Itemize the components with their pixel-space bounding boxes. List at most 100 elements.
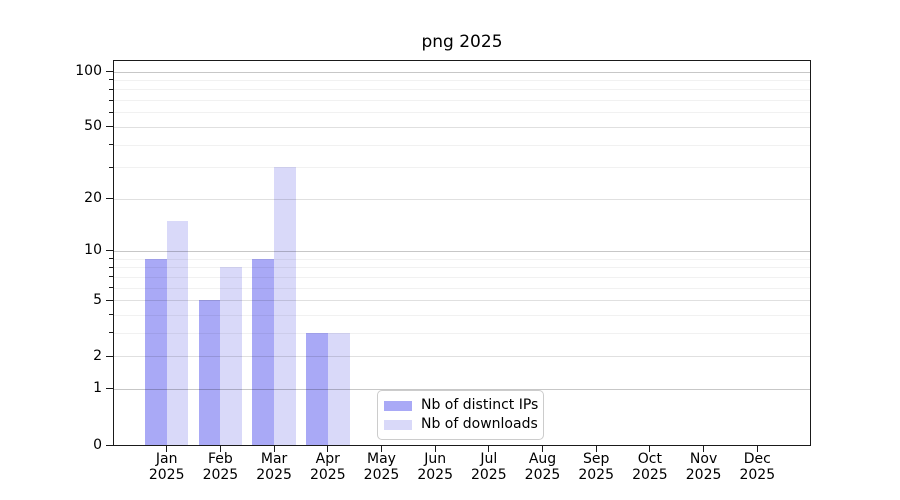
x-tick-year: 2025 [363, 466, 400, 483]
y-tick-label-1: 1 [93, 380, 102, 397]
bar-nb-of-downloads-feb-2025 [220, 267, 243, 445]
y-tickmark-minor-8 [109, 266, 113, 268]
bar-nb-of-downloads-apr-2025 [327, 332, 350, 445]
gridline-minor-60 [114, 112, 810, 114]
x-tick-year: 2025 [256, 466, 292, 483]
chart-title: png 2025 [421, 32, 503, 52]
bar-nb-of-distinct-ips-jan-2025 [144, 258, 167, 445]
x-tick-label-feb-2025: Feb 2025 [189, 450, 251, 483]
gridline-1 [114, 388, 810, 390]
x-tickmark-aug-2025 [542, 446, 543, 452]
y-tickmark-1 [106, 388, 113, 390]
x-tickmark-nov-2025 [703, 446, 705, 452]
y-tickmark-minor-7 [109, 276, 113, 278]
x-tickmark-sep-2025 [595, 446, 597, 452]
y-tickmark-minor-9 [109, 258, 113, 260]
gridline-2 [114, 356, 810, 358]
plot-area [113, 60, 811, 446]
x-tickmark-feb-2025 [219, 446, 221, 452]
x-tick-month: Aug [528, 451, 557, 467]
gridline-10 [114, 250, 810, 252]
gridline-minor-90 [114, 79, 810, 81]
y-tickmark-minor-80 [109, 88, 113, 90]
x-tickmark-may-2025 [381, 446, 382, 452]
y-tick-label-50: 50 [84, 118, 102, 135]
gridline-5 [114, 300, 810, 301]
gridline-100 [114, 71, 810, 73]
bar-nb-of-distinct-ips-apr-2025 [306, 332, 328, 445]
y-tickmark-minor-40 [109, 144, 113, 145]
y-tickmark-minor-3 [109, 332, 113, 334]
y-tick-label-5: 5 [93, 291, 102, 308]
y-tickmark-minor-90 [109, 79, 113, 81]
x-tick-month: Feb [207, 451, 233, 467]
y-tickmark-minor-6 [109, 287, 113, 288]
x-tick-month: Apr [315, 451, 340, 467]
y-tick-label-100: 100 [75, 63, 102, 79]
y-tickmark-100 [106, 71, 113, 72]
x-tick-month: Oct [637, 451, 662, 467]
x-tickmark-dec-2025 [756, 446, 758, 452]
gridline-50 [114, 126, 810, 128]
x-tick-label-sep-2025: Sep 2025 [565, 450, 627, 483]
legend-swatch-nb-of-distinct-ips [384, 400, 412, 411]
x-tick-month: Mar [260, 451, 288, 467]
x-tick-year: 2025 [632, 466, 668, 483]
x-tick-month: Sep [582, 451, 610, 467]
x-tick-label-aug-2025: Aug 2025 [512, 450, 574, 483]
x-tick-month: Jan [155, 451, 178, 467]
x-tick-label-jul-2025: Jul 2025 [458, 450, 520, 483]
bar-nb-of-downloads-jan-2025 [166, 220, 189, 445]
x-tick-label-oct-2025: Oct 2025 [619, 450, 681, 483]
x-tick-label-jun-2025: Jun 2025 [404, 450, 466, 483]
gridline-minor-80 [114, 89, 810, 91]
x-tick-label-mar-2025: Mar 2025 [243, 450, 305, 483]
x-tick-month: Jul [480, 451, 498, 467]
x-tickmark-mar-2025 [273, 446, 275, 452]
gridline-minor-9 [114, 258, 810, 260]
x-tick-year: 2025 [148, 466, 185, 483]
legend-label-nb-of-distinct-ips: Nb of distinct IPs [421, 397, 539, 413]
y-tickmark-minor-4 [109, 314, 113, 316]
y-tickmark-0 [106, 444, 113, 446]
x-tick-year: 2025 [202, 466, 239, 483]
x-tick-month: Nov [689, 451, 718, 467]
y-tickmark-50 [106, 126, 113, 128]
x-tickmark-jul-2025 [488, 446, 490, 452]
bar-nb-of-distinct-ips-mar-2025 [252, 258, 275, 445]
y-tickmark-2 [106, 355, 113, 357]
y-tickmark-5 [106, 299, 113, 301]
gridline-minor-30 [114, 167, 810, 169]
legend-item-nb-of-distinct-ips: Nb of distinct IPs [384, 397, 539, 414]
x-tickmark-jan-2025 [166, 446, 168, 452]
y-tickmark-minor-70 [109, 99, 113, 101]
gridline-minor-70 [114, 100, 810, 101]
legend-label-nb-of-downloads: Nb of downloads [421, 416, 538, 432]
x-tickmark-jun-2025 [434, 446, 436, 452]
x-tick-year: 2025 [685, 466, 722, 483]
gridline-minor-40 [114, 144, 810, 146]
y-tickmark-minor-60 [109, 111, 113, 113]
x-tickmark-apr-2025 [327, 446, 329, 452]
legend-swatch-nb-of-downloads [384, 419, 412, 430]
gridline-minor-3 [114, 332, 810, 334]
x-tick-label-nov-2025: Nov 2025 [673, 450, 735, 483]
legend: Nb of distinct IPs Nb of downloads [377, 390, 544, 440]
gridline-20 [114, 198, 810, 200]
gridline-minor-4 [114, 314, 810, 316]
x-tick-year: 2025 [470, 466, 507, 483]
x-tick-month: Jun [424, 451, 447, 467]
x-tick-year: 2025 [524, 466, 561, 483]
y-tickmark-10 [106, 250, 113, 252]
x-tick-label-may-2025: May 2025 [351, 450, 413, 483]
y-tick-label-20: 20 [84, 190, 102, 207]
x-tick-label-jan-2025: Jan 2025 [136, 450, 198, 483]
x-tick-year: 2025 [739, 466, 776, 483]
x-tick-year: 2025 [309, 466, 346, 483]
y-tick-label-2: 2 [93, 347, 102, 364]
gridline-minor-7 [114, 276, 810, 278]
bar-nb-of-distinct-ips-feb-2025 [198, 300, 221, 445]
gridline-minor-6 [114, 287, 810, 289]
legend-item-nb-of-downloads: Nb of downloads [384, 416, 538, 433]
